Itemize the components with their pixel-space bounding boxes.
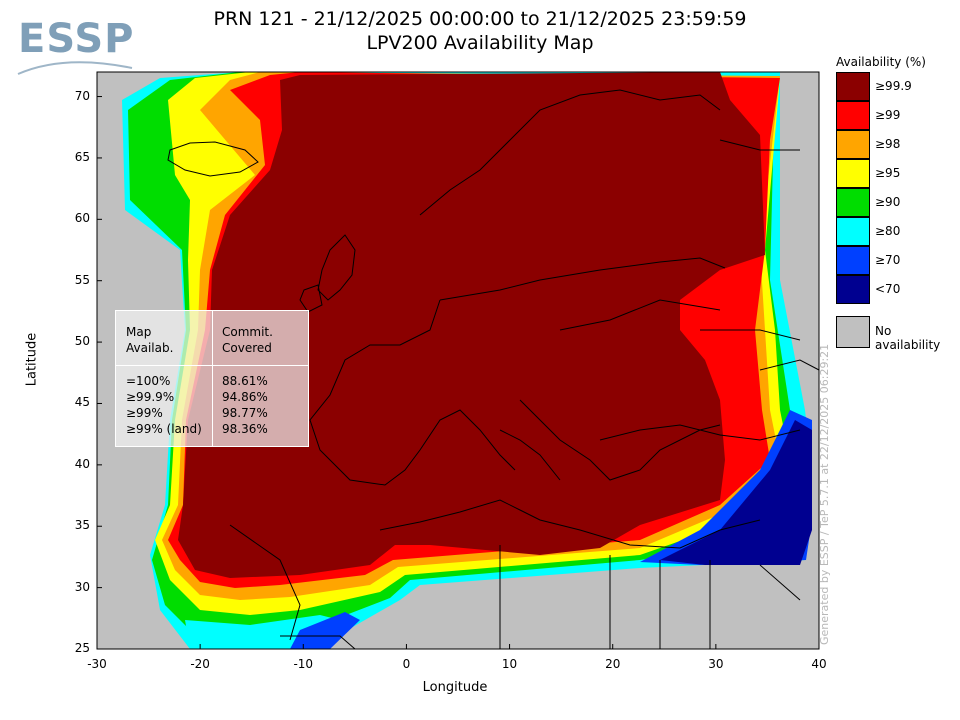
y-tick-label: 40 bbox=[74, 456, 90, 471]
legend-label: ≥70 bbox=[875, 253, 901, 267]
generation-credit: Generated by ESSP / TeP 5.7.1 at 22/12/2… bbox=[818, 343, 831, 645]
legend-swatch bbox=[836, 188, 870, 217]
x-axis-label: Longitude bbox=[422, 680, 488, 695]
stats-row-label: ≥99.9% bbox=[126, 390, 175, 404]
legend-title: Availability (%) bbox=[836, 55, 926, 69]
legend-swatch bbox=[836, 217, 870, 246]
y-tick-label: 70 bbox=[74, 88, 90, 103]
stats-col-divider bbox=[116, 311, 213, 446]
stats-table: Map Availab. Commit. Covered =100% 88.61… bbox=[115, 310, 309, 447]
stats-row-divider bbox=[116, 365, 308, 366]
x-tick-label: 20 bbox=[605, 657, 621, 671]
y-tick-label: 45 bbox=[74, 395, 90, 410]
y-tick-label: 30 bbox=[74, 579, 90, 594]
y-tick-label: 35 bbox=[74, 518, 90, 533]
stats-row-label: =100% bbox=[126, 374, 171, 388]
chart-subtitle: LPV200 Availability Map bbox=[366, 32, 594, 54]
logo-swoosh bbox=[17, 61, 133, 75]
chart-title: PRN 121 - 21/12/2025 00:00:00 to 21/12/2… bbox=[213, 8, 747, 30]
y-tick-label: 65 bbox=[74, 149, 90, 164]
legend-label: <70 bbox=[875, 282, 901, 296]
legend-label: ≥98 bbox=[875, 137, 901, 151]
stats-header-col1-line2: Availab. bbox=[126, 341, 174, 355]
stats-row-label: ≥99% bbox=[126, 406, 163, 420]
x-tick-label: 30 bbox=[708, 657, 724, 671]
legend-label: ≥99 bbox=[875, 108, 901, 122]
legend-label-no-availability: No availability bbox=[875, 324, 941, 352]
y-tick-label: 50 bbox=[74, 334, 90, 349]
stats-header-col2-line2: Covered bbox=[222, 341, 272, 355]
y-tick-label: 25 bbox=[74, 641, 90, 655]
legend-swatch bbox=[836, 275, 870, 304]
legend-label: ≥90 bbox=[875, 195, 901, 209]
band-dark-blue-east bbox=[660, 420, 812, 565]
legend-label: ≥80 bbox=[875, 224, 901, 238]
coastlines bbox=[167, 89, 819, 649]
stats-row-value: 94.86% bbox=[222, 390, 268, 404]
legend-swatch-no-availability bbox=[836, 316, 870, 348]
tick-marks bbox=[96, 96, 820, 650]
stats-row-value: 98.36% bbox=[222, 422, 268, 436]
legend-swatch bbox=[836, 72, 870, 101]
y-axis-label: Latitude bbox=[24, 332, 40, 387]
essp-logo: ESSP bbox=[14, 14, 134, 78]
stats-header-col1-line1: Map bbox=[126, 325, 152, 339]
stats-row-value: 88.61% bbox=[222, 374, 268, 388]
x-tick-label: 0 bbox=[402, 657, 411, 671]
legend-label: ≥99.9 bbox=[875, 79, 912, 93]
logo-text: ESSP bbox=[18, 16, 135, 62]
band-blue-sw bbox=[290, 612, 360, 649]
x-tick-label: 10 bbox=[501, 657, 518, 671]
y-tick-label: 55 bbox=[74, 272, 90, 287]
legend-swatch bbox=[836, 101, 870, 130]
x-tick-label: 40 bbox=[811, 657, 827, 671]
legend-label: ≥95 bbox=[875, 166, 901, 180]
x-tick-label: -20 bbox=[190, 657, 210, 671]
stats-row-label: ≥99% (land) bbox=[126, 422, 202, 436]
stats-header-col2-line1: Commit. bbox=[222, 325, 273, 339]
y-tick-label: 60 bbox=[74, 211, 90, 226]
legend-swatch bbox=[836, 130, 870, 159]
legend-swatch bbox=[836, 159, 870, 188]
band-dark-red bbox=[178, 72, 765, 578]
legend-swatch bbox=[836, 246, 870, 275]
stats-row-value: 98.77% bbox=[222, 406, 268, 420]
plot-frame bbox=[96, 71, 820, 650]
x-tick-label: -30 bbox=[87, 657, 107, 671]
x-tick-label: -10 bbox=[293, 657, 314, 671]
